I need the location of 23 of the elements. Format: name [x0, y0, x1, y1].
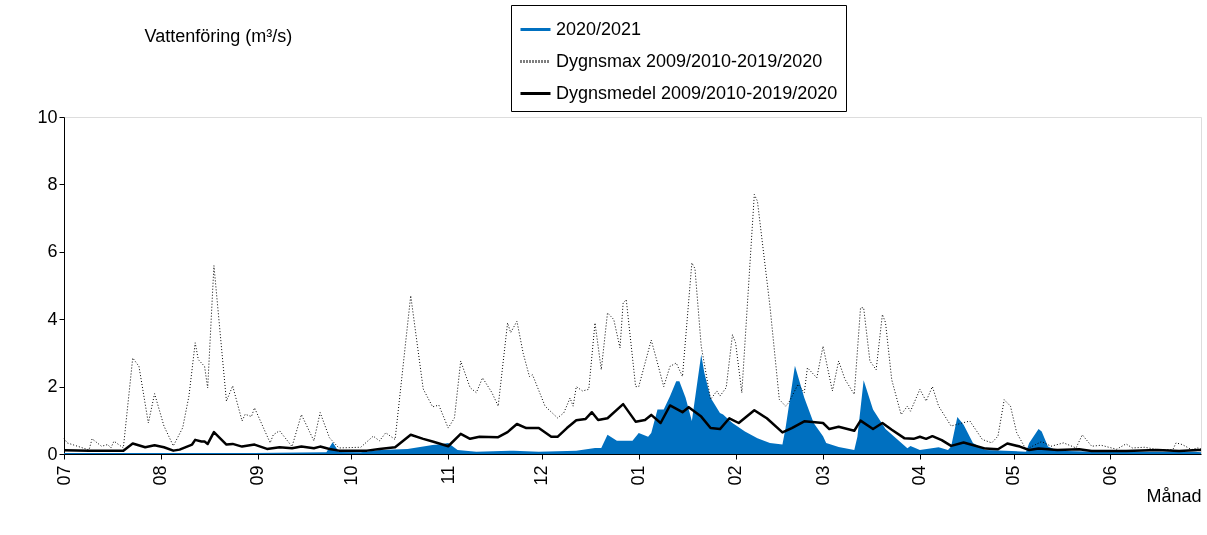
x-tick-label: 03 — [812, 465, 833, 486]
y-tick-label: 10 — [37, 106, 58, 127]
x-tick-label: 02 — [725, 465, 746, 486]
legend-label: Dygnsmedel 2009/2010-2019/2020 — [556, 82, 838, 103]
legend-label: Dygnsmax 2009/2010-2019/2020 — [556, 50, 823, 71]
x-tick-label: 09 — [247, 465, 268, 486]
x-axis-title: Månad — [1146, 485, 1202, 506]
x-tick-label: 04 — [909, 465, 930, 486]
x-tick-label: 01 — [628, 465, 649, 486]
y-tick-label: 0 — [47, 443, 58, 464]
x-tick-label: 12 — [531, 465, 552, 486]
y-tick-label: 6 — [47, 241, 58, 262]
x-tick-label: 07 — [53, 465, 74, 486]
x-tick-label: 05 — [1003, 465, 1024, 486]
x-tick-label: 08 — [150, 465, 171, 486]
y-tick-label: 4 — [47, 308, 58, 329]
x-tick-label: 06 — [1099, 465, 1120, 486]
y-tick-label: 2 — [47, 376, 58, 397]
y-axis-title: Vattenföring (m³/s) — [144, 25, 293, 46]
y-tick-label: 8 — [47, 173, 58, 194]
x-tick-label: 10 — [340, 465, 361, 486]
legend-label: 2020/2021 — [556, 18, 642, 39]
x-tick-label: 11 — [437, 465, 458, 485]
